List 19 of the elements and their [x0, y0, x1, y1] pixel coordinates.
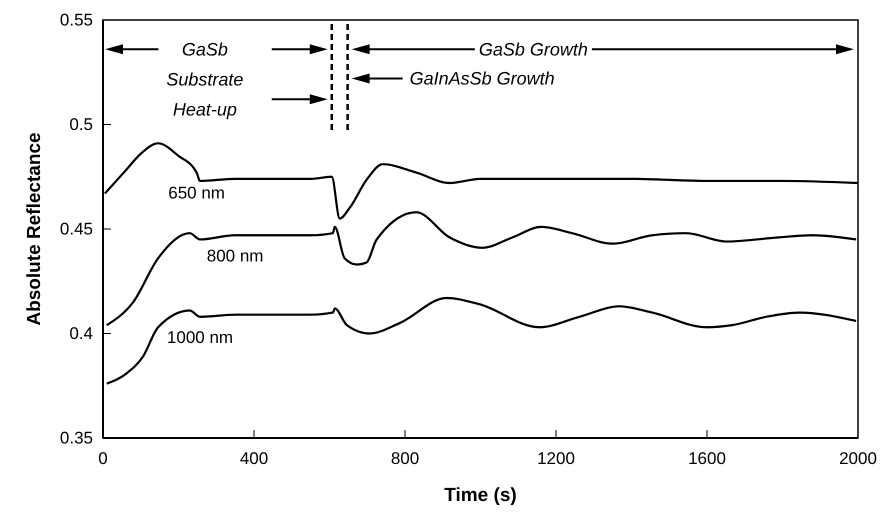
x-axis-title: Time (s) [444, 485, 517, 506]
annotation: GaSb Substrate Heat-up [166, 39, 244, 120]
y-axis-title: Absolute Reflectance [24, 132, 45, 326]
x-tick-label: 0 [98, 449, 108, 468]
series-label: 800 nm [206, 246, 264, 266]
annotation: GaSb Growth [478, 39, 588, 60]
x-tick-label: 1200 [537, 449, 575, 468]
y-tick-label: 0.35 [60, 428, 93, 448]
x-tick-label: 400 [240, 449, 268, 468]
annotation: GaInAsSb Growth [410, 68, 555, 89]
x-tick-label: 2000 [839, 449, 877, 468]
y-tick-label: 0.55 [60, 10, 93, 30]
series-label: 1000 nm [166, 328, 234, 347]
y-tick-label: 0.45 [60, 219, 93, 238]
x-tick-label: 800 [390, 449, 420, 468]
x-tick-label: 1600 [688, 449, 726, 468]
series-label: 650 nm [168, 184, 225, 203]
y-tick-label: 0.5 [69, 114, 93, 134]
y-tick-label: 0.4 [69, 324, 93, 343]
